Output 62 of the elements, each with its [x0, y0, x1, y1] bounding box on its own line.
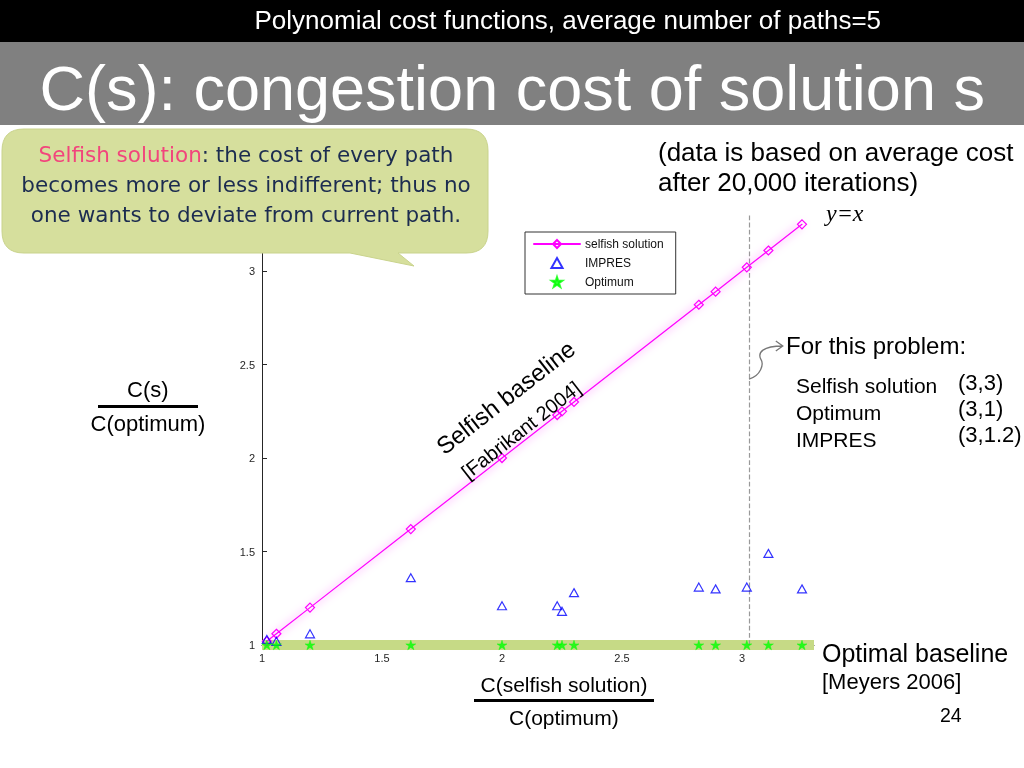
x-tick-label: 1.5	[374, 651, 390, 664]
point	[496, 601, 508, 611]
point	[556, 606, 568, 616]
y-axis-title: C(s) C(optimum)	[90, 377, 206, 438]
point	[763, 548, 774, 559]
point	[796, 639, 808, 651]
annotation: Selfish solution: the cost of every path becomes more or less indifferent; thus no one wants to deviate from current path.	[21, 142, 471, 228]
point	[496, 639, 508, 651]
point	[568, 588, 580, 598]
point	[405, 523, 416, 535]
text: 24	[940, 704, 962, 728]
text: (data is based on average cost after 20,000 iterations)	[658, 137, 1015, 198]
y-tick-label: 2.5	[239, 358, 255, 371]
point	[304, 602, 316, 613]
point	[271, 636, 282, 646]
point	[271, 628, 282, 639]
x-tick-label: 3	[738, 651, 746, 664]
point	[693, 299, 704, 310]
x-axis-title: C(selfish solution) C(optimum)	[480, 672, 648, 731]
point	[741, 582, 752, 592]
text: (3,1)	[958, 396, 1004, 423]
y-tick-label: 3	[248, 265, 255, 278]
point	[796, 584, 808, 594]
y-tick-label: 1	[248, 639, 255, 651]
text: y=x	[826, 199, 864, 228]
x-tick-label: 2	[498, 651, 506, 664]
point	[741, 262, 752, 273]
point	[763, 639, 774, 651]
point	[741, 639, 753, 651]
point	[710, 286, 721, 297]
chart-subtitle: Polynomial cost functions, average number of paths=5	[254, 5, 882, 36]
point	[271, 639, 282, 651]
point	[405, 573, 416, 583]
point	[552, 601, 563, 611]
legend-label: Optimum	[585, 275, 634, 289]
point	[304, 639, 316, 651]
text: (3,1.2)	[958, 422, 1022, 449]
point	[796, 219, 808, 230]
point	[693, 639, 705, 651]
x-tick-label: 1	[258, 651, 266, 664]
text: (3,3)	[958, 370, 1004, 397]
point	[261, 639, 273, 651]
point	[568, 639, 580, 651]
annotation: For this problem:	[786, 332, 967, 361]
annotation: Selfish solution	[796, 373, 938, 399]
y-tick-label: 1.5	[239, 545, 255, 558]
point	[710, 639, 721, 651]
annotation: IMPRES	[796, 427, 877, 453]
point	[405, 639, 417, 651]
point	[556, 639, 568, 651]
y-tick-label: 2	[248, 452, 255, 465]
point	[693, 582, 704, 592]
point	[304, 629, 316, 639]
x-tick-label: 2.5	[614, 651, 630, 664]
point	[763, 245, 774, 256]
chart-title: C(s): congestion cost of solution s	[39, 53, 985, 123]
text: [Meyers 2006]	[822, 669, 962, 696]
legend-label: selfish solution	[585, 237, 664, 251]
legend-label: IMPRES	[585, 256, 632, 270]
text: Optimal baseline	[822, 638, 1009, 668]
annotation: Optimum	[796, 400, 882, 426]
point	[710, 584, 721, 594]
